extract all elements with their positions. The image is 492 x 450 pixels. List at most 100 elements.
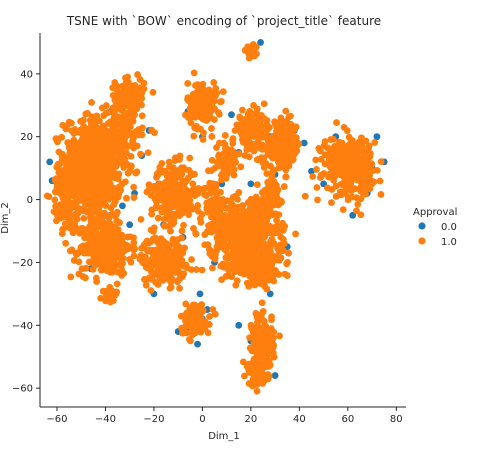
x-axis-label: Dim_1 <box>208 431 240 442</box>
scatter-point-1 <box>92 112 100 120</box>
scatter-point-1 <box>215 110 223 118</box>
scatter-point-1 <box>368 160 376 168</box>
scatter-point-1 <box>147 267 155 275</box>
x-tick-label: 40 <box>293 414 306 425</box>
scatter-point-1 <box>147 287 155 294</box>
scatter-point-1 <box>213 198 221 206</box>
scatter-point-1 <box>325 155 333 163</box>
scatter-point-1 <box>102 202 110 210</box>
scatter-point-1 <box>343 127 351 135</box>
scatter-point-1 <box>264 258 272 266</box>
scatter-point-1 <box>292 230 300 238</box>
scatter-point-1 <box>104 108 112 116</box>
scatter-point-1 <box>62 239 70 247</box>
scatter-point-1 <box>172 242 180 249</box>
scatter-point-1 <box>254 156 262 163</box>
scatter-point-1 <box>101 126 109 133</box>
scatter-point-1 <box>55 135 62 143</box>
scatter-point-1 <box>194 81 202 88</box>
scatter-point-1 <box>253 181 261 189</box>
scatter-point-1 <box>221 170 229 178</box>
scatter-point-0 <box>373 133 381 141</box>
scatter-point-1 <box>263 285 271 293</box>
scatter-point-1 <box>313 184 321 191</box>
scatter-point-1 <box>169 236 177 244</box>
scatter-point-1 <box>81 199 89 207</box>
scatter-point-1 <box>229 135 237 142</box>
scatter-point-1 <box>276 143 284 151</box>
scatter-point-1 <box>104 176 111 184</box>
scatter-point-1 <box>104 254 112 262</box>
scatter-point-1 <box>153 251 161 259</box>
scatter-point-1 <box>231 255 239 263</box>
scatter-point-1 <box>271 118 278 126</box>
scatter-point-1 <box>222 254 230 261</box>
scatter-point-1 <box>105 287 112 295</box>
scatter-point-1 <box>269 349 277 357</box>
scatter-point-1 <box>362 170 370 178</box>
scatter-point-1 <box>87 129 95 137</box>
scatter-point-1 <box>53 217 60 225</box>
y-tick-label: −40 <box>12 321 33 332</box>
scatter-point-1 <box>130 194 138 201</box>
scatter-point-1 <box>80 214 88 222</box>
scatter-point-0 <box>194 340 201 348</box>
scatter-point-1 <box>248 224 255 232</box>
scatter-point-1 <box>92 274 100 282</box>
scatter-point-1 <box>244 43 252 51</box>
scatter-point-1 <box>289 155 297 163</box>
scatter-point-1 <box>193 95 200 103</box>
y-ticks: −60 −40 −20 0 20 40 <box>12 69 40 395</box>
scatter-point-1 <box>120 269 128 277</box>
scatter-point-1 <box>260 363 268 371</box>
y-tick-label: 40 <box>20 69 33 80</box>
scatter-point-1 <box>140 241 148 249</box>
scatter-point-1 <box>262 159 270 167</box>
scatter-point-1 <box>91 232 99 240</box>
scatter-point-1 <box>257 280 265 287</box>
scatter-point-1 <box>82 274 89 282</box>
scatter-point-1 <box>196 215 204 222</box>
scatter-point-1 <box>166 272 174 280</box>
scatter-point-1 <box>258 299 266 307</box>
scatter-point-1 <box>159 241 166 249</box>
scatter-point-1 <box>244 280 252 288</box>
scatter-point-1 <box>124 73 132 81</box>
scatter-point-1 <box>332 193 340 200</box>
scatter-point-1 <box>246 114 254 121</box>
scatter-point-1 <box>71 164 79 172</box>
scatter-point-1 <box>208 133 216 140</box>
scatter-point-1 <box>76 227 84 235</box>
chart-title: TSNE with `BOW` encoding of `project_tit… <box>66 14 381 28</box>
legend-label-1: 1.0 <box>441 237 457 248</box>
y-tick-label: 20 <box>20 132 33 143</box>
scatter-point-1 <box>161 263 169 271</box>
y-tick-label: −20 <box>12 258 33 269</box>
scatter-point-1 <box>255 336 263 344</box>
scatter-point-1 <box>177 172 185 179</box>
scatter-point-1 <box>119 241 127 249</box>
scatter-point-1 <box>188 306 196 313</box>
scatter-point-1 <box>356 158 364 166</box>
scatter-point-1 <box>79 140 87 148</box>
scatter-point-1 <box>188 171 196 179</box>
scatter-point-1 <box>73 251 80 258</box>
scatter-point-1 <box>200 98 208 105</box>
scatter-point-1 <box>182 111 189 119</box>
scatter-point-0 <box>228 111 235 119</box>
scatter-point-1 <box>279 236 287 243</box>
scatter-point-1 <box>210 95 218 103</box>
scatter-point-1 <box>316 147 324 155</box>
scatter-point-1 <box>51 196 59 204</box>
scatter-point-1 <box>204 329 212 337</box>
scatter-point-1 <box>91 223 99 231</box>
scatter-point-1 <box>179 312 187 320</box>
scatter-point-1 <box>50 208 58 216</box>
scatter-point-1 <box>167 227 174 235</box>
scatter-point-1 <box>230 223 238 231</box>
scatter-point-1 <box>110 132 117 140</box>
scatter-point-1 <box>212 213 220 221</box>
scatter-point-1 <box>285 160 293 168</box>
